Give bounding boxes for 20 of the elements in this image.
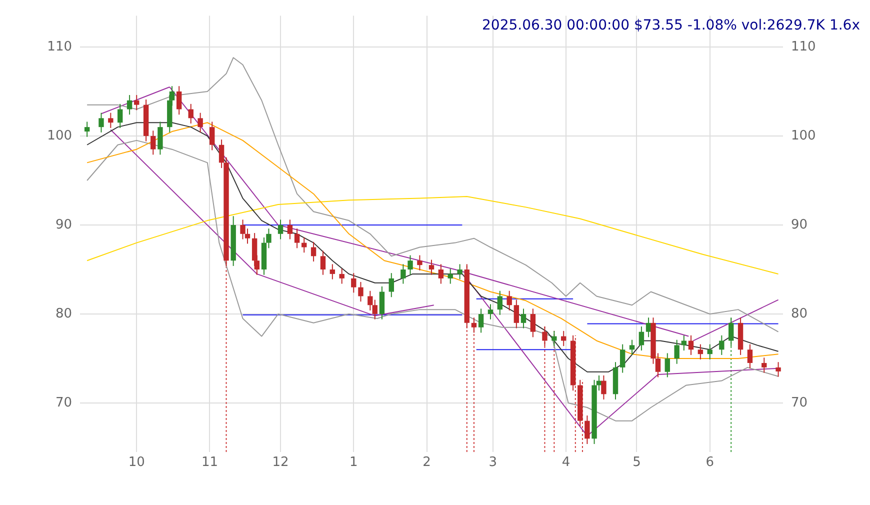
y2-tick-label: 80: [791, 306, 808, 322]
y2-tick-label: 110: [791, 39, 816, 54]
x-tick-label: 5: [632, 455, 641, 470]
x-tick-label: 2: [422, 455, 431, 470]
y-tick-label: 70: [55, 395, 72, 410]
y-tick-label: 80: [55, 306, 72, 322]
y2-tick-label: 90: [791, 217, 808, 232]
chart-title: 2025.06.30 00:00:00 $73.55 -1.08% vol:2629.7K 1.6x: [482, 18, 860, 34]
y2-tick-label: 100: [791, 128, 816, 144]
x-tick-label: 10: [128, 455, 145, 470]
x-tick-label: 11: [201, 455, 218, 470]
y-tick-label: 90: [55, 217, 72, 232]
x-tick-label: 3: [488, 455, 497, 470]
x-tick-label: 6: [706, 455, 714, 470]
y-tick-label: 110: [47, 39, 72, 54]
x-tick-label: 4: [562, 455, 570, 470]
y2-tick-label: 70: [791, 395, 808, 410]
x-tick-label: 12: [272, 455, 289, 470]
x-tick-label: 1: [350, 455, 358, 470]
y-tick-label: 100: [47, 128, 72, 144]
